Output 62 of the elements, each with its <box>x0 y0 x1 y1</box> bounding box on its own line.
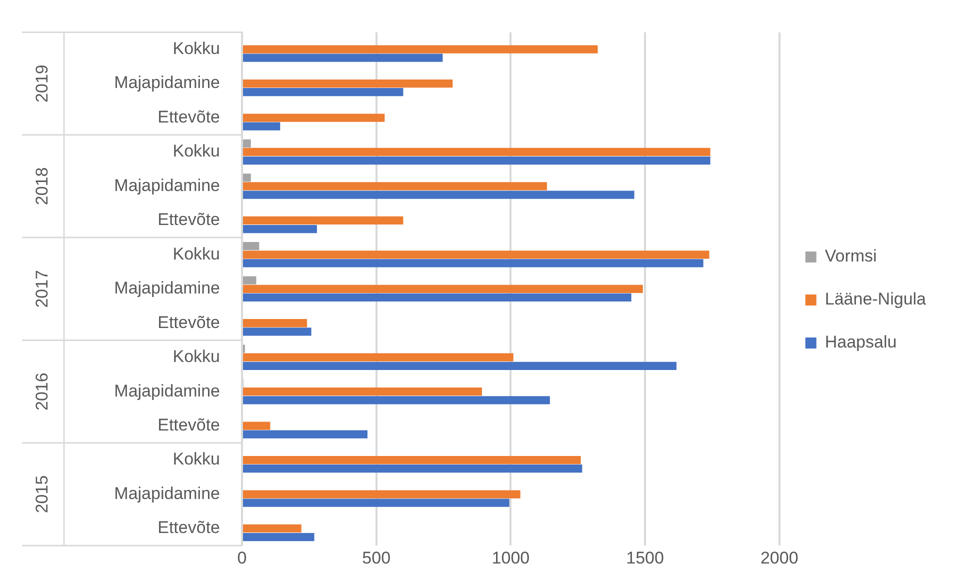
bar <box>243 464 582 473</box>
bar <box>243 54 443 62</box>
bar <box>243 190 634 199</box>
y-tick-label: Ettevõte <box>158 518 220 538</box>
bar <box>243 174 251 182</box>
y-tick-label: Majapidamine <box>114 176 220 195</box>
text: 2019 <box>32 64 52 102</box>
y-tick-label: Ettevõte <box>158 415 220 434</box>
bar <box>243 224 317 234</box>
bar <box>243 139 251 148</box>
bar <box>243 498 510 507</box>
bar <box>243 456 581 464</box>
bar <box>243 396 550 404</box>
x-tick-label: 0 <box>237 548 247 568</box>
text: 2018 <box>32 167 52 206</box>
bar <box>243 293 632 302</box>
x-tick-label: 2000 <box>760 548 798 568</box>
bar <box>243 276 256 284</box>
y-tick-label: Majapidamine <box>114 73 220 92</box>
bar <box>243 216 404 225</box>
x-tick-label: 1000 <box>492 548 530 568</box>
legend-label: Lääne-Nigula <box>824 290 927 309</box>
legend-label: Haapsalu <box>824 332 897 352</box>
bar <box>243 284 643 293</box>
bar <box>243 242 260 250</box>
text: 2016 <box>32 372 52 410</box>
x-tick-label: 1500 <box>626 548 664 568</box>
bar <box>243 328 312 336</box>
bar <box>243 114 385 122</box>
y-tick-label: Majapidamine <box>114 278 220 298</box>
bar <box>243 430 368 438</box>
y-tick-label: Kokku <box>172 347 220 366</box>
y-tick-label: Majapidamine <box>114 381 220 400</box>
y-tick-label: Kokku <box>172 142 220 161</box>
bar <box>243 422 270 430</box>
bar <box>243 388 482 396</box>
bar <box>243 490 520 498</box>
y-tick-label: Majapidamine <box>114 484 220 503</box>
y-tick-label: Kokku <box>172 39 220 58</box>
legend-label: Vormsi <box>824 246 877 266</box>
bar <box>243 524 302 533</box>
bar <box>243 182 547 190</box>
bar <box>243 79 453 88</box>
y-tick-label: Kokku <box>172 450 220 469</box>
bar <box>243 250 710 259</box>
y-tick-label: Ettevõte <box>158 107 220 126</box>
text: 2017 <box>32 270 52 308</box>
bar <box>243 88 404 96</box>
bar <box>243 45 598 54</box>
text: 2015 <box>32 475 52 514</box>
bar <box>243 259 704 268</box>
x-tick-label: 500 <box>362 548 391 568</box>
y-tick-label: Ettevõte <box>158 210 220 230</box>
bar <box>243 156 710 165</box>
bar <box>243 532 314 542</box>
bar <box>243 319 308 328</box>
y-tick-label: Kokku <box>172 244 220 264</box>
bar <box>243 353 514 362</box>
y-tick-label: Ettevõte <box>158 312 220 332</box>
bar <box>243 148 710 156</box>
bar <box>243 122 280 130</box>
bar <box>243 362 676 370</box>
